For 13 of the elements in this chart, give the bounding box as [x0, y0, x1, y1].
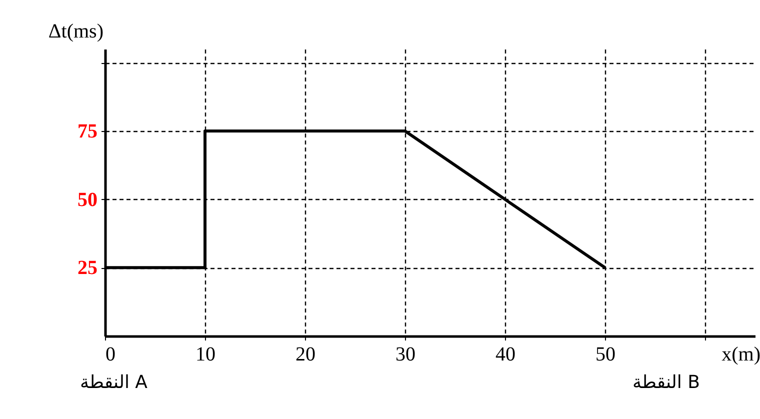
x-tick-label: 50 — [596, 344, 616, 366]
x-tick-label: 10 — [196, 344, 216, 366]
x-axis-title: x(m) — [722, 344, 760, 366]
x-tick-label: 0 — [106, 344, 116, 366]
y-tick-label: 50 — [78, 188, 98, 211]
text: النقطة B — [632, 372, 700, 393]
y-tick-label: 25 — [78, 257, 98, 280]
x-tick-label: 20 — [296, 344, 316, 366]
y-tick-label: 75 — [78, 120, 98, 142]
x-tick-label: 40 — [496, 344, 516, 366]
text: النقطة A — [80, 372, 148, 393]
x-tick-label: 30 — [396, 344, 416, 366]
y-axis-title: Δt(ms) — [48, 20, 104, 42]
